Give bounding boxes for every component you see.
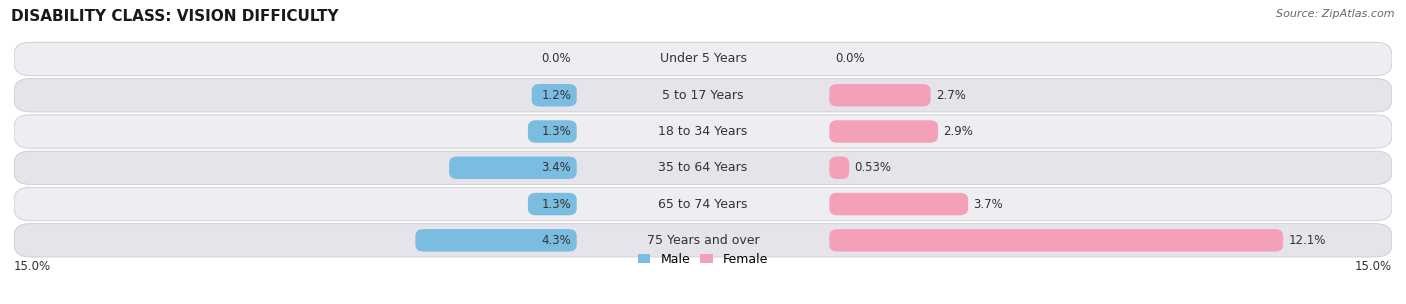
Text: 0.0%: 0.0% — [835, 53, 865, 65]
Text: Under 5 Years: Under 5 Years — [659, 53, 747, 65]
Text: 4.3%: 4.3% — [541, 234, 571, 247]
FancyBboxPatch shape — [14, 224, 1392, 257]
FancyBboxPatch shape — [415, 229, 576, 252]
Text: 18 to 34 Years: 18 to 34 Years — [658, 125, 748, 138]
Text: 2.7%: 2.7% — [936, 89, 966, 102]
FancyBboxPatch shape — [830, 157, 849, 179]
FancyBboxPatch shape — [449, 157, 576, 179]
Text: DISABILITY CLASS: VISION DIFFICULTY: DISABILITY CLASS: VISION DIFFICULTY — [11, 9, 339, 24]
Text: 75 Years and over: 75 Years and over — [647, 234, 759, 247]
FancyBboxPatch shape — [527, 193, 576, 215]
FancyBboxPatch shape — [14, 42, 1392, 76]
FancyBboxPatch shape — [14, 187, 1392, 221]
Text: 3.4%: 3.4% — [541, 161, 571, 174]
Text: 12.1%: 12.1% — [1289, 234, 1326, 247]
Text: 35 to 64 Years: 35 to 64 Years — [658, 161, 748, 174]
FancyBboxPatch shape — [830, 120, 938, 143]
FancyBboxPatch shape — [531, 84, 576, 106]
FancyBboxPatch shape — [830, 84, 931, 106]
FancyBboxPatch shape — [14, 151, 1392, 185]
Legend: Male, Female: Male, Female — [638, 253, 768, 266]
Text: 2.9%: 2.9% — [943, 125, 973, 138]
Text: 15.0%: 15.0% — [14, 260, 51, 273]
Text: 3.7%: 3.7% — [973, 198, 1004, 211]
FancyBboxPatch shape — [830, 193, 969, 215]
Text: 5 to 17 Years: 5 to 17 Years — [662, 89, 744, 102]
Text: 1.3%: 1.3% — [541, 125, 571, 138]
Text: 15.0%: 15.0% — [1355, 260, 1392, 273]
Text: 1.3%: 1.3% — [541, 198, 571, 211]
FancyBboxPatch shape — [14, 115, 1392, 148]
Text: 65 to 74 Years: 65 to 74 Years — [658, 198, 748, 211]
Text: 0.53%: 0.53% — [855, 161, 891, 174]
FancyBboxPatch shape — [527, 120, 576, 143]
FancyBboxPatch shape — [14, 78, 1392, 112]
Text: Source: ZipAtlas.com: Source: ZipAtlas.com — [1277, 9, 1395, 19]
Text: 1.2%: 1.2% — [541, 89, 571, 102]
Text: 0.0%: 0.0% — [541, 53, 571, 65]
FancyBboxPatch shape — [830, 229, 1284, 252]
